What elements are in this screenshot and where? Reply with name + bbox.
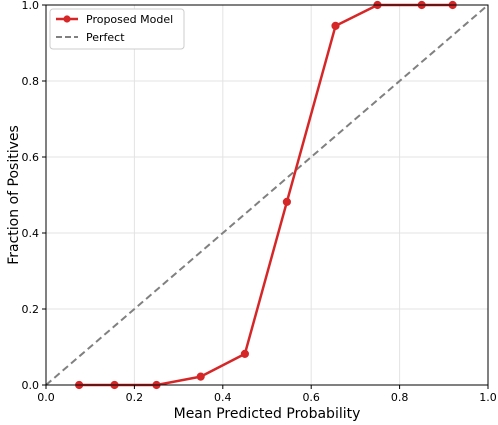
data-point xyxy=(196,372,205,381)
series-line-perfect xyxy=(45,4,489,386)
y-tick-label: 0.8 xyxy=(22,75,40,88)
legend-marker-proposed-model xyxy=(63,15,71,23)
x-tick-label: 1.0 xyxy=(479,391,497,404)
y-tick-label: 0.6 xyxy=(22,151,40,164)
x-tick-label: 0.4 xyxy=(214,391,232,404)
legend-label-proposed-model: Proposed Model xyxy=(86,13,173,26)
y-tick-label: 0.0 xyxy=(22,379,40,392)
data-point xyxy=(240,349,249,358)
x-tick-label: 0.2 xyxy=(126,391,144,404)
legend: Proposed Model Perfect xyxy=(49,8,185,50)
x-tick-label: 0.8 xyxy=(391,391,409,404)
data-point xyxy=(331,21,340,30)
data-point xyxy=(282,197,291,206)
legend-box xyxy=(49,8,185,50)
y-tick-label: 0.4 xyxy=(22,227,40,240)
y-axis-label: Fraction of Positives xyxy=(6,125,22,265)
y-tick-label: 0.2 xyxy=(22,303,40,316)
plot-frame xyxy=(45,4,489,386)
axis-ticks: 0.0 0.2 0.4 0.6 0.8 1.0 0.0 0.2 0.4 0.6 0.8 1.0 xyxy=(22,0,497,404)
x-tick-label: 0.6 xyxy=(302,391,320,404)
legend-label-perfect: Perfect xyxy=(86,31,125,44)
series-layer xyxy=(45,0,489,390)
x-tick-label: 0.0 xyxy=(37,391,55,404)
y-tick-label: 1.0 xyxy=(22,0,40,12)
x-axis-label: Mean Predicted Probability xyxy=(174,406,361,422)
